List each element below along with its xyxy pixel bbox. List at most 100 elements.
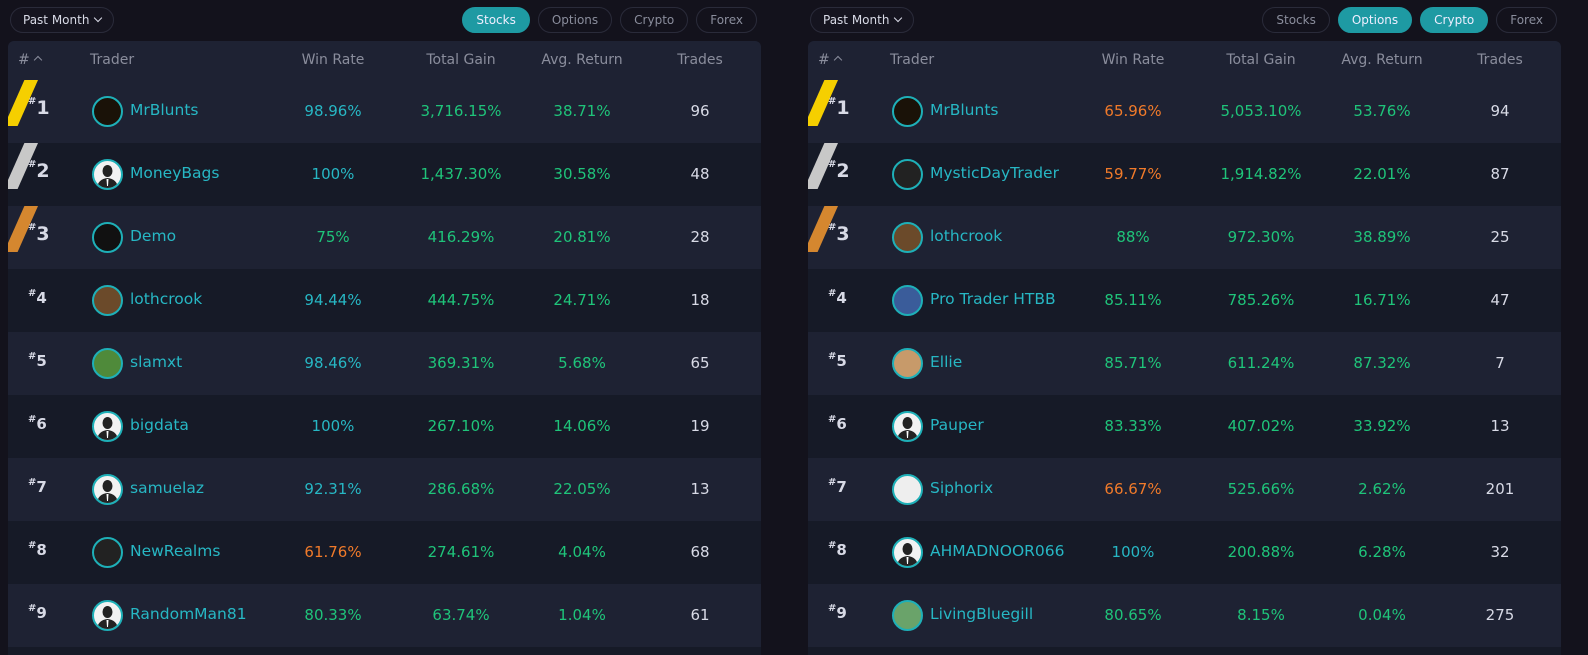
table-row[interactable]: #2 MoneyBags 100% 1,437.30% 30.58% 48 [8,143,761,206]
trader-name-link[interactable]: MrBlunts [930,101,999,119]
table-row[interactable]: #1 MrBlunts 98.96% 3,716.15% 38.71% 96 [8,80,761,143]
table-row[interactable]: #4 Pro Trader HTBB 85.11% 785.26% 16.71% 47 [808,269,1561,332]
win-rate-header[interactable]: Win Rate [1101,52,1165,68]
avatar[interactable] [892,348,923,379]
avatar[interactable] [892,285,923,316]
trader-name-link[interactable]: bigdata [130,416,189,434]
win-rate-header[interactable]: Win Rate [301,52,365,68]
avg-return: 30.58% [553,165,611,183]
trader-name-link[interactable]: Siphorix [930,479,994,497]
avatar[interactable] [92,348,123,379]
trader-name-link[interactable]: Ellie [930,353,963,371]
table-row[interactable]: #2 MysticDayTrader 59.77% 1,914.82% 22.01% 87 [808,143,1561,206]
table-row[interactable]: #7 samuelaz 92.31% 286.68% 22.05% 13 [8,458,761,521]
avatar[interactable] [892,222,923,253]
trader-name-link[interactable]: slamxt [130,353,183,371]
table-header: # Trader Win Rate Total Gain Avg. Return… [8,41,761,80]
trader-name-link[interactable]: MrBlunts [130,101,199,119]
table-body: #1 MrBlunts 98.96% 3,716.15% 38.71% 96 #2 Money… [8,80,761,647]
trades-count: 275 [1485,606,1515,624]
trader-name-link[interactable]: Pauper [930,416,984,434]
avg-return-header[interactable]: Avg. Return [1341,52,1423,68]
trades-count: 61 [690,606,710,624]
avg-return-header[interactable]: Avg. Return [541,52,623,68]
trader-header[interactable]: Trader [890,52,935,68]
tab-crypto[interactable]: Crypto [620,7,689,33]
avatar[interactable] [892,96,923,127]
trader-name-link[interactable]: LivingBluegill [930,605,1034,623]
rank: #9 [828,603,847,622]
avatar[interactable] [892,411,923,442]
leaderboard-table: # Trader Win Rate Total Gain Avg. Return… [8,41,761,655]
tab-options[interactable]: Options [1337,7,1413,33]
rank: #8 [28,540,47,559]
table-row[interactable]: #5 Ellie 85.71% 611.24% 87.32% 7 [808,332,1561,395]
avatar[interactable] [892,159,923,190]
avatar[interactable] [92,222,123,253]
table-row[interactable]: #6 Pauper 83.33% 407.02% 33.92% 13 [808,395,1561,458]
tab-options[interactable]: Options [537,7,613,33]
avatar[interactable] [92,159,123,190]
avatar[interactable] [892,537,923,568]
table-row[interactable]: #3 lothcrook 88% 972.30% 38.89% 25 [808,206,1561,269]
tab-stocks[interactable]: Stocks [1262,7,1330,33]
trades-count: 68 [690,543,710,561]
table-row[interactable]: #8 AHMADNOOR066 100% 200.88% 6.28% 32 [808,521,1561,584]
avg-return: 16.71% [1353,291,1411,309]
trades-count: 87 [1490,165,1510,183]
avatar[interactable] [892,600,923,631]
rank-header[interactable]: # [18,52,43,68]
sort-ascending-icon[interactable] [33,55,43,65]
tab-crypto[interactable]: Crypto [1420,7,1489,33]
trader-name-link[interactable]: Pro Trader HTBB [930,290,1056,308]
trader-name-link[interactable]: Demo [130,227,177,245]
trades-count: 13 [690,480,710,498]
avatar[interactable] [92,474,123,505]
trader-header[interactable]: Trader [90,52,135,68]
table-row[interactable]: #4 lothcrook 94.44% 444.75% 24.71% 18 [8,269,761,332]
avatar[interactable] [92,600,123,631]
trader-name-link[interactable]: lothcrook [130,290,203,308]
table-row[interactable]: #9 LivingBluegill 80.65% 8.15% 0.04% 275 [808,584,1561,647]
avatar[interactable] [92,537,123,568]
avatar[interactable] [92,285,123,316]
table-row[interactable]: #8 NewRealms 61.76% 274.61% 4.04% 68 [8,521,761,584]
trader-name-link[interactable]: NewRealms [130,542,221,560]
win-rate: 98.96% [304,102,362,120]
rank-header[interactable]: # [818,52,843,68]
tab-forex[interactable]: Forex [696,7,757,33]
market-tabs: Stocks Options Crypto Forex [462,7,757,33]
trader-name-link[interactable]: RandomMan81 [130,605,247,623]
total-gain-header[interactable]: Total Gain [1226,52,1296,68]
tab-stocks[interactable]: Stocks [462,7,530,33]
table-row[interactable]: #7 Siphorix 66.67% 525.66% 2.62% 201 [808,458,1561,521]
table-row[interactable]: #1 MrBlunts 65.96% 5,053.10% 53.76% 94 [808,80,1561,143]
avatar[interactable] [92,411,123,442]
total-gain-header[interactable]: Total Gain [426,52,496,68]
trader-name-link[interactable]: MysticDayTrader [930,164,1059,182]
sort-ascending-icon[interactable] [833,55,843,65]
trades-count: 19 [690,417,710,435]
period-dropdown[interactable]: Past Month [10,7,115,33]
table-row[interactable]: #3 Demo 75% 416.29% 20.81% 28 [8,206,761,269]
avatar[interactable] [92,96,123,127]
win-rate: 75% [316,228,350,246]
period-dropdown[interactable]: Past Month [810,7,915,33]
win-rate: 92.31% [304,480,362,498]
trader-name-link[interactable]: AHMADNOOR066 [930,542,1065,560]
trades-header[interactable]: Trades [1477,52,1523,68]
trader-name-link[interactable]: MoneyBags [130,164,220,182]
avg-return: 38.71% [553,102,611,120]
tab-forex[interactable]: Forex [1496,7,1557,33]
trader-name-link[interactable]: lothcrook [930,227,1003,245]
chevron-down-icon [94,13,103,23]
avatar[interactable] [892,474,923,505]
total-gain: 972.30% [1227,228,1295,246]
table-row[interactable]: #9 RandomMan81 80.33% 63.74% 1.04% 61 [8,584,761,647]
table-row[interactable]: #6 bigdata 100% 267.10% 14.06% 19 [8,395,761,458]
win-rate: 100% [1111,543,1155,561]
win-rate: 85.11% [1104,291,1162,309]
trades-header[interactable]: Trades [677,52,723,68]
trader-name-link[interactable]: samuelaz [130,479,204,497]
table-row[interactable]: #5 slamxt 98.46% 369.31% 5.68% 65 [8,332,761,395]
